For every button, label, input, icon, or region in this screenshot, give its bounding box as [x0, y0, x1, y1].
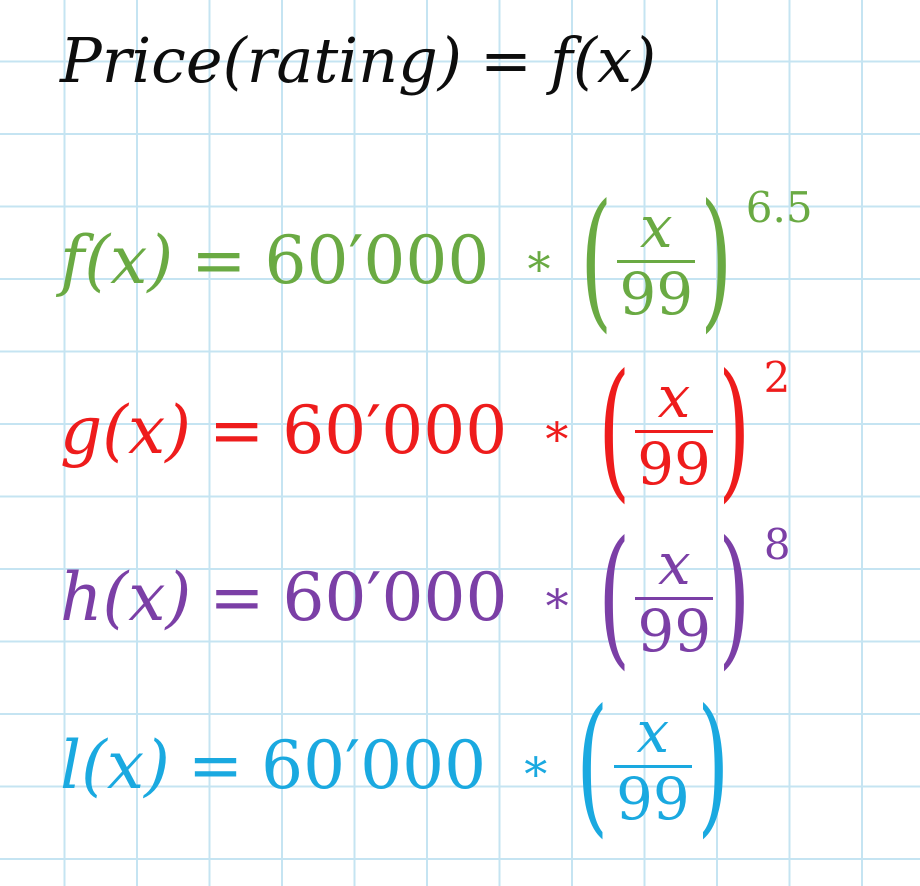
- fraction-bar: [635, 596, 714, 600]
- coefficient: 60′000: [264, 221, 490, 299]
- multiply-operator: ∗: [541, 403, 573, 457]
- exponent: 2: [763, 353, 791, 402]
- right-paren: ): [718, 343, 751, 517]
- left-paren: (: [576, 678, 609, 852]
- fraction: x 99: [635, 362, 714, 498]
- equals-sign: =: [191, 221, 247, 299]
- function-name: g(x): [60, 391, 191, 469]
- fraction: x 99: [635, 529, 714, 665]
- function-name: h(x): [60, 558, 192, 636]
- fraction: x 99: [613, 697, 692, 833]
- multiply-operator: ∗: [541, 570, 573, 624]
- fraction-bar: [613, 764, 692, 768]
- left-paren: (: [579, 173, 613, 347]
- multiply-operator: ∗: [520, 738, 552, 792]
- multiply-operator: ∗: [523, 233, 555, 287]
- equation-g: g(x) = 60′000 ∗ ( x 99 ) 2: [60, 345, 790, 515]
- price-rating-lhs: Price(rating): [60, 23, 462, 97]
- right-paren: ): [697, 678, 730, 852]
- exponent: 6.5: [745, 183, 813, 232]
- equals-sign: =: [479, 23, 532, 97]
- coefficient: 60′000: [282, 391, 508, 469]
- fraction-denominator: 99: [637, 429, 711, 498]
- equation-h: h(x) = 60′000 ∗ ( x 99 ) 8: [60, 512, 791, 682]
- fraction-bar: [635, 429, 714, 433]
- price-rating-equation: Price(rating) = f(x): [60, 20, 656, 100]
- coefficient: 60′000: [282, 558, 508, 636]
- coefficient: 60′000: [261, 726, 487, 804]
- equation-l: l(x) = 60′000 ∗ ( x 99 ): [60, 680, 742, 850]
- fraction: x 99: [617, 192, 696, 328]
- fraction-numerator: x: [639, 192, 673, 261]
- fraction-denominator: 99: [637, 596, 712, 665]
- fraction-numerator: x: [657, 529, 691, 598]
- fraction-denominator: 99: [619, 259, 694, 328]
- left-paren: (: [597, 510, 631, 684]
- equals-sign: =: [187, 726, 244, 804]
- left-paren: (: [597, 343, 630, 517]
- price-rating-rhs: f(x): [549, 23, 657, 97]
- right-paren: ): [718, 510, 751, 684]
- fraction-bar: [617, 259, 696, 263]
- fraction-denominator: 99: [615, 764, 690, 833]
- function-name: l(x): [60, 726, 170, 804]
- exponent: 8: [763, 520, 791, 569]
- equals-sign: =: [208, 391, 265, 469]
- equals-sign: =: [209, 558, 265, 636]
- equation-f: f(x) = 60′000 ∗ ( x 99 ) 6.5: [60, 175, 813, 345]
- function-name: f(x): [60, 221, 174, 299]
- fraction-numerator: x: [636, 697, 670, 766]
- fraction-numerator: x: [657, 362, 691, 431]
- right-paren: ): [700, 173, 733, 347]
